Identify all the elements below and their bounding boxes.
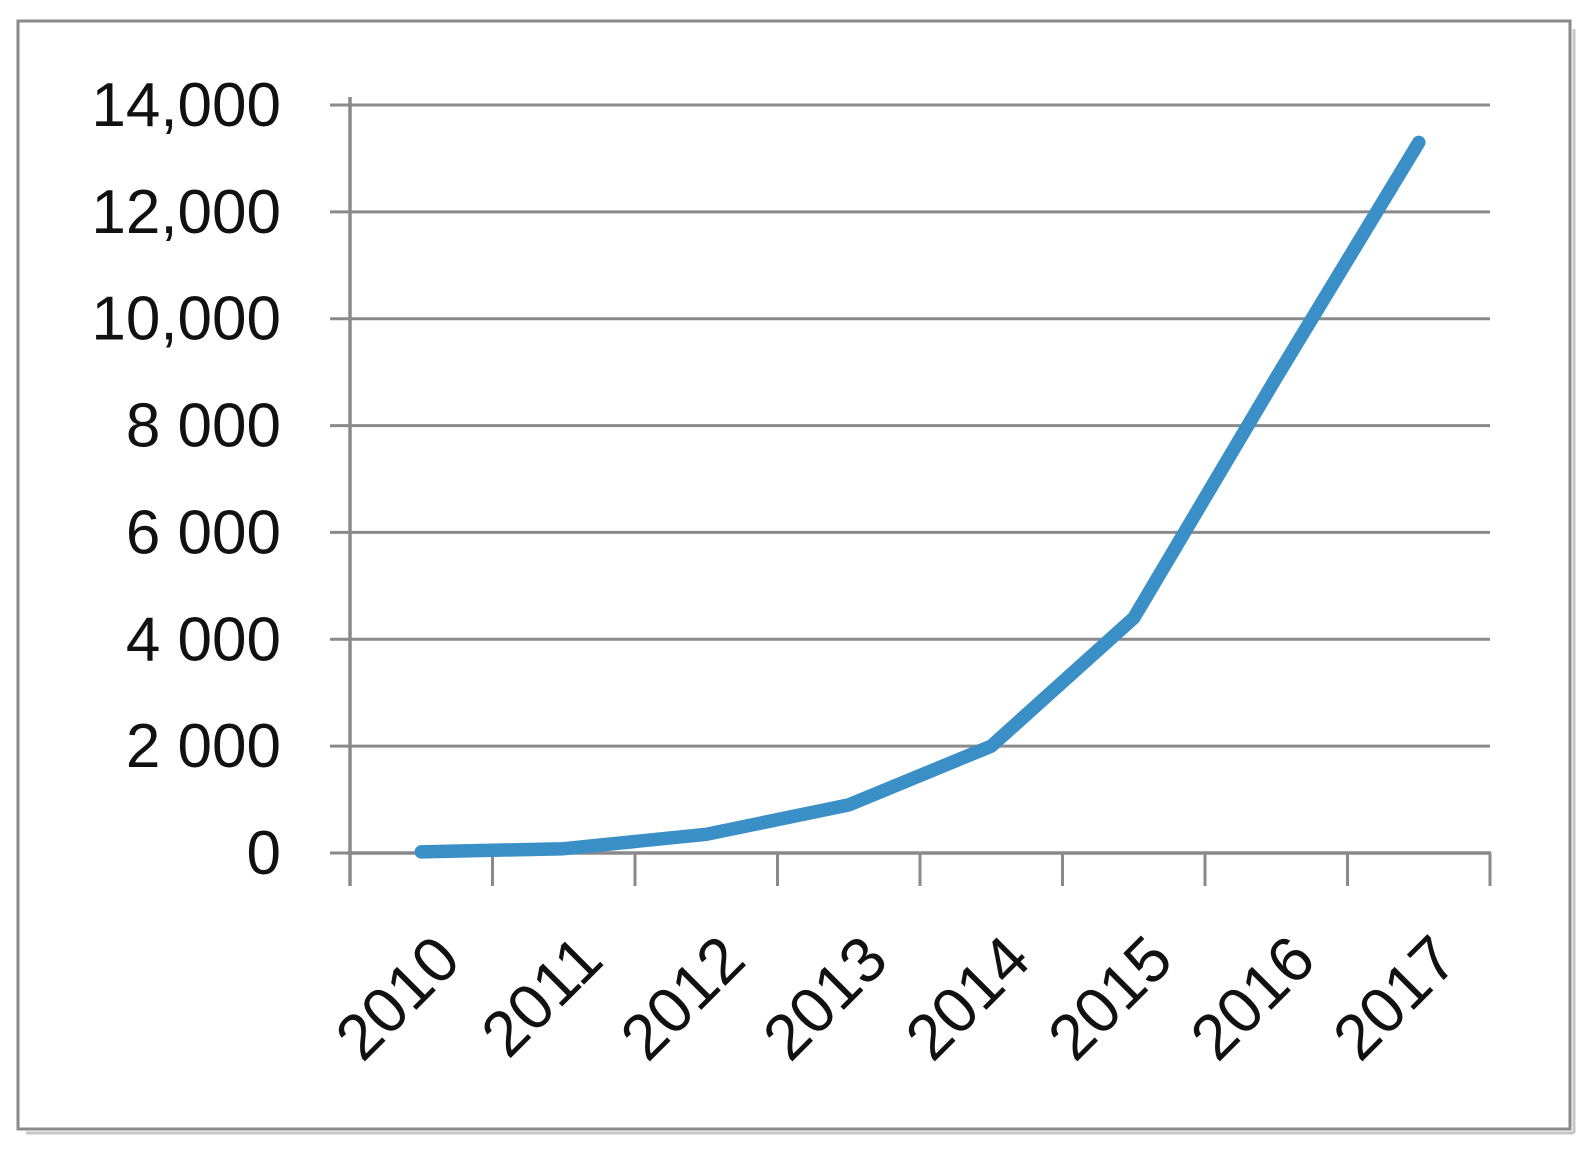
y-axis-tick-label: 8 000 [126, 392, 281, 461]
y-axis-tick-label: 2 000 [126, 712, 281, 781]
data-series-line [414, 135, 1426, 859]
y-axis-tick-label: 4 000 [126, 605, 281, 674]
y-axis-tick-label: 14,000 [91, 71, 281, 140]
y-axis-tick-label: 0 [247, 819, 281, 888]
y-axis-tick-label: 12,000 [91, 178, 281, 247]
y-axis-tick-label: 10,000 [91, 285, 281, 354]
figure-border [16, 19, 1572, 1131]
y-axis-tick-label: 6 000 [126, 498, 281, 567]
